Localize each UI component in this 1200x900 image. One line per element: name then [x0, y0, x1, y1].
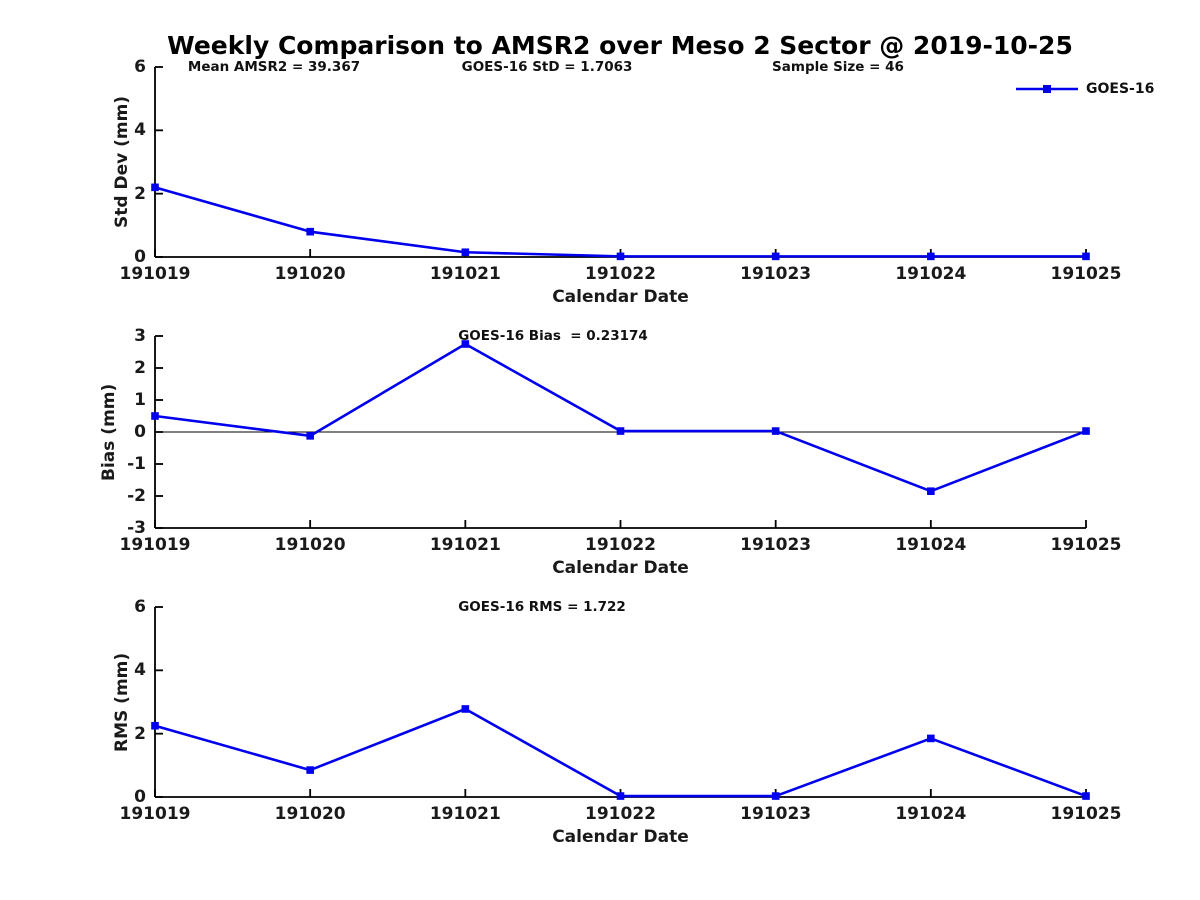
- x-tick-label: 191020: [274, 804, 346, 824]
- y-tick-label: 2: [134, 723, 146, 744]
- x-tick-label: 191024: [895, 535, 967, 555]
- y-axis-label-rms: RMS (mm): [112, 652, 132, 752]
- x-tick-label: 191025: [1050, 264, 1122, 284]
- x-tick-label: 191021: [429, 264, 501, 284]
- x-tick-label: 191025: [1050, 804, 1122, 824]
- x-tick-label: 191020: [274, 264, 346, 284]
- y-tick-label: 6: [134, 57, 146, 77]
- y-tick-label: 0: [134, 247, 146, 267]
- x-tick-label: 191021: [429, 535, 501, 555]
- plot-area-bias: [151, 335, 1090, 529]
- line-chart-rms: [151, 606, 1090, 800]
- y-tick-label: 2: [134, 183, 146, 204]
- y-tick-label: -1: [127, 454, 146, 474]
- x-axis-label-calendar-date: Calendar Date: [552, 827, 689, 847]
- y-tick-label: 4: [134, 660, 146, 681]
- x-tick-label: 191023: [740, 804, 812, 824]
- x-tick-label: 191025: [1050, 535, 1122, 555]
- y-tick-label: 2: [134, 358, 146, 378]
- x-tick-label: 191020: [274, 535, 346, 555]
- x-tick-label: 191019: [119, 804, 191, 824]
- y-tick-label: -3: [127, 518, 146, 538]
- legend-label: GOES-16: [1086, 81, 1155, 97]
- y-tick-label: 4: [134, 120, 146, 141]
- x-tick-label: 191023: [740, 535, 812, 555]
- x-tick-label: 191019: [119, 264, 191, 284]
- annotation-goes16-rms: GOES-16 RMS = 1.722: [458, 599, 626, 615]
- y-tick-label: 6: [134, 597, 146, 617]
- y-axis-label-std-dev: Std Dev (mm): [112, 95, 132, 229]
- x-tick-label: 191019: [119, 535, 191, 555]
- x-tick-label: 191023: [740, 264, 812, 284]
- plot-area-rms: [151, 606, 1090, 800]
- annotation-sample-size: Sample Size = 46: [772, 59, 904, 75]
- y-tick-label: 0: [134, 787, 146, 807]
- legend-line-marker-icon: [1016, 85, 1078, 93]
- legend: GOES-16: [1016, 80, 1154, 98]
- plot-area-std-dev: [151, 66, 1090, 261]
- x-tick-label: 191024: [895, 804, 967, 824]
- y-tick-label: 3: [134, 326, 146, 346]
- x-tick-label: 191021: [429, 804, 501, 824]
- x-axis-label-calendar-date: Calendar Date: [552, 558, 689, 578]
- x-tick-label: 191022: [585, 535, 656, 555]
- y-axis-label-bias: Bias (mm): [99, 383, 119, 481]
- annotation-goes16-std: GOES-16 StD = 1.7063: [461, 59, 633, 75]
- line-chart-bias: [151, 335, 1090, 529]
- x-axis-label-calendar-date: Calendar Date: [552, 287, 689, 307]
- line-chart-std-dev: [151, 66, 1090, 261]
- y-tick-label: -2: [127, 486, 146, 506]
- y-tick-label: 1: [134, 390, 146, 410]
- x-tick-label: 191024: [895, 264, 967, 284]
- y-tick-label: 0: [134, 422, 146, 442]
- figure-title: Weekly Comparison to AMSR2 over Meso 2 S…: [167, 31, 1073, 60]
- x-tick-label: 191022: [585, 804, 656, 824]
- annotation-goes16-bias: GOES-16 Bias = 0.23174: [458, 328, 648, 344]
- x-tick-label: 191022: [585, 264, 656, 284]
- annotation-mean-amsr2: Mean AMSR2 = 39.367: [187, 59, 361, 75]
